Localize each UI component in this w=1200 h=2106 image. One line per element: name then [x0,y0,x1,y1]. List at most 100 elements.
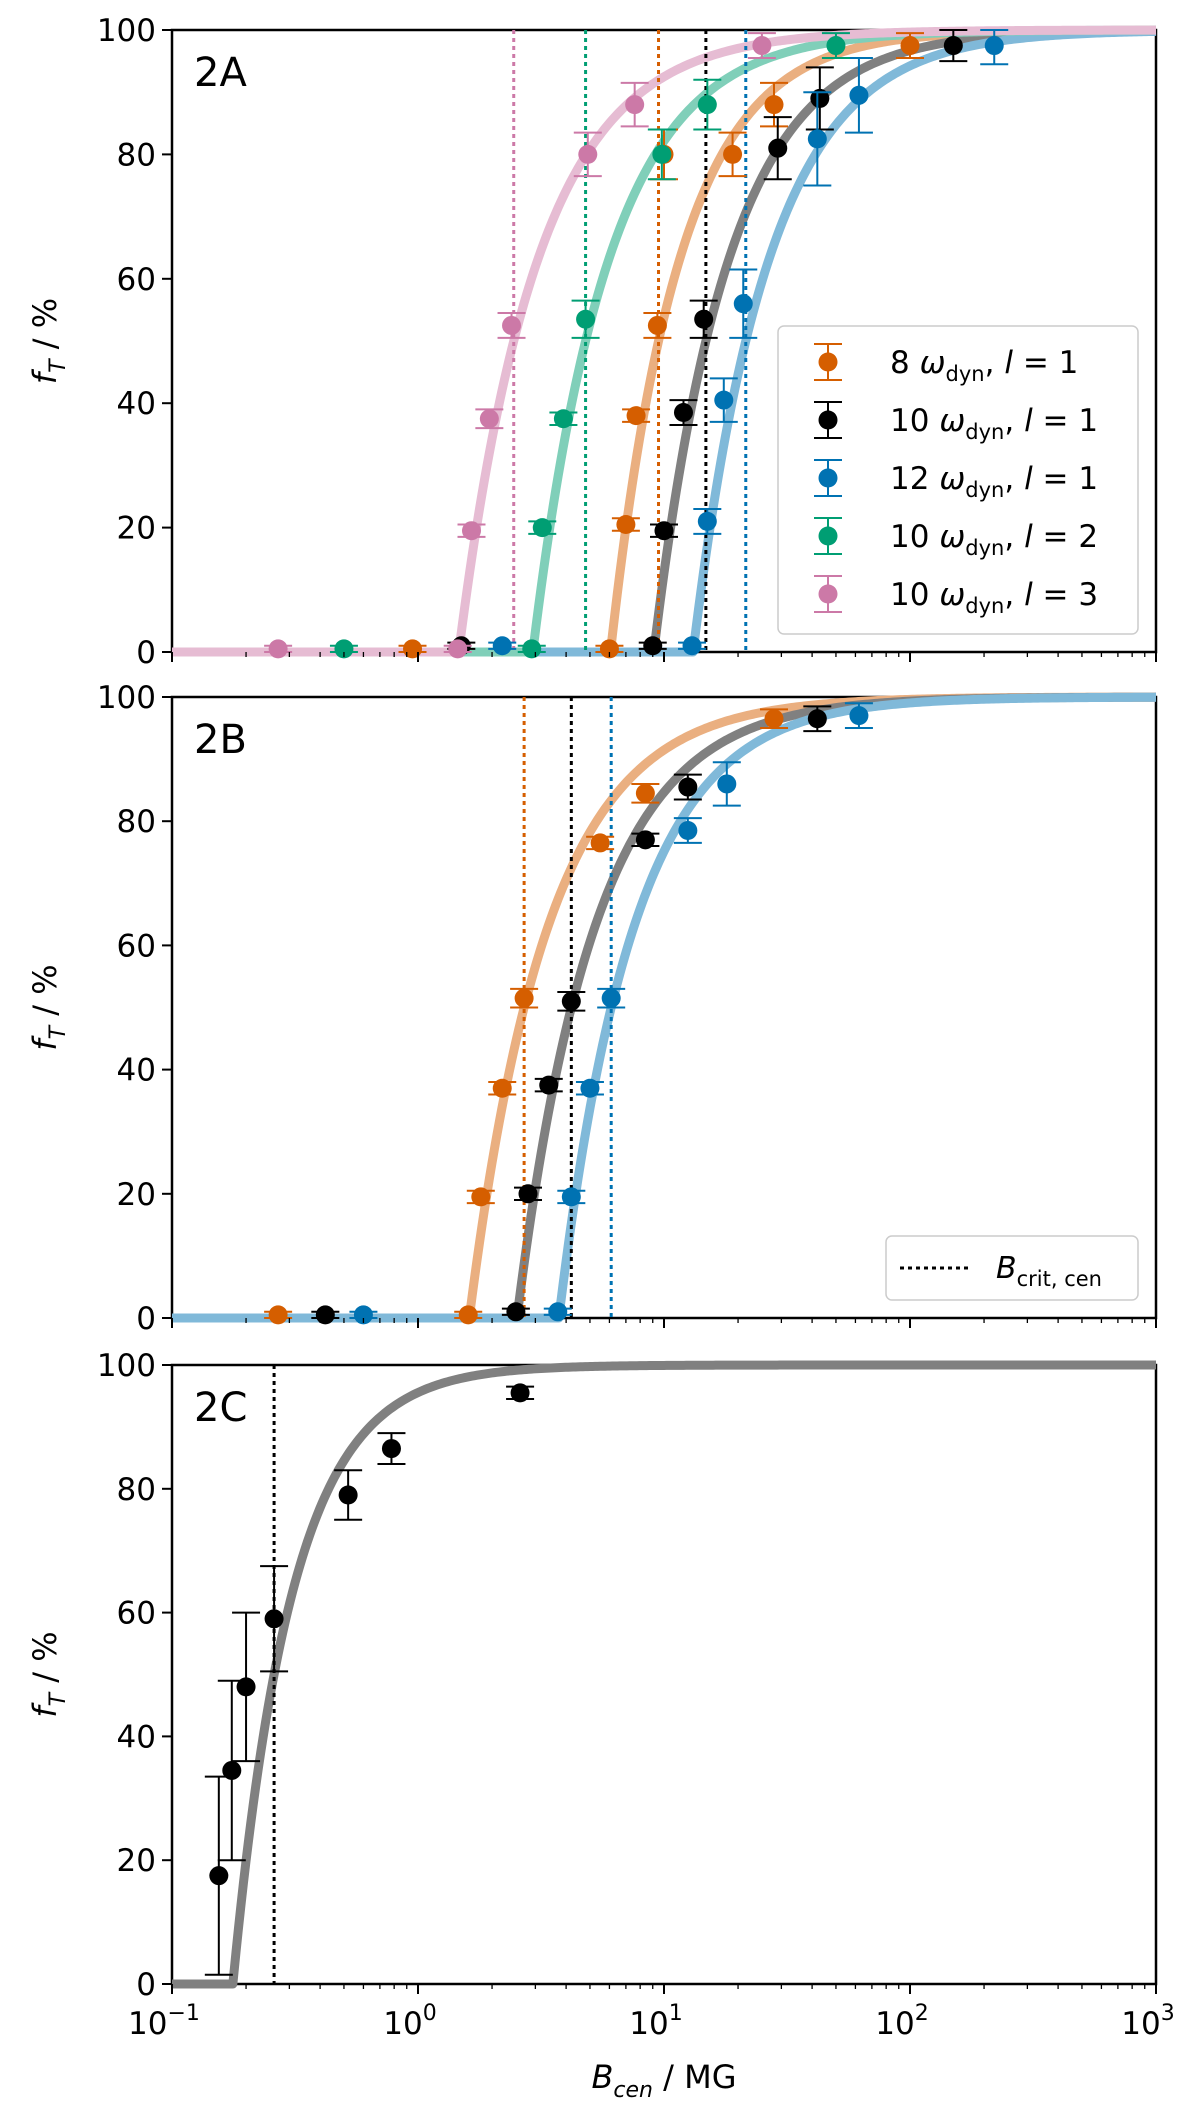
legend-label: 10 ωdyn, l = 3 [890,577,1098,618]
marker [561,1187,581,1207]
x-tick-label: 103 [1121,2001,1174,2042]
x-tick-label: 102 [875,2001,928,2042]
y-tick-label: 80 [117,804,156,840]
y-tick-label: 60 [117,1596,156,1632]
panel-2c-label: 2C [194,1385,247,1431]
data-point [260,1565,289,1673]
data-point [457,521,486,541]
panel-2b-x-ticks [171,1318,1157,1328]
data-point [693,78,722,131]
legend-label-critical-field: Bcrit, cen [996,1251,1102,1291]
panel-2b-label: 2B [194,717,247,763]
panel-2c-y-ticks: 0 20 40 60 80 100 [97,1348,172,2003]
data-point [573,131,602,178]
marker [717,774,737,794]
data-point [443,639,472,659]
data-point [597,987,626,1009]
marker [643,636,663,656]
marker [635,830,655,850]
y-tick-label: 0 [136,1301,156,1337]
marker [576,309,596,329]
data-point [264,639,293,659]
data-point [712,761,741,807]
panel-2b: 0 20 40 60 80 100 2B fT / % Bcrit, cen [26,680,1159,1337]
marker [532,518,552,538]
data-point [650,521,678,541]
data-point [643,312,672,339]
marker [403,639,423,659]
data-point [709,377,738,423]
marker [381,1439,401,1459]
marker [471,1187,491,1207]
marker [334,639,354,659]
marker [807,129,827,149]
marker [209,1866,229,1886]
y-tick-label: 20 [117,1843,156,1879]
data-point [575,1078,604,1098]
marker [697,511,717,531]
data-point [844,56,873,134]
marker [849,706,869,726]
marker [673,403,693,423]
y-tick-label: 100 [97,680,156,716]
marker [652,144,672,164]
data-point [631,830,660,850]
marker [678,821,698,841]
marker [984,36,1004,56]
marker [236,1677,256,1697]
marker [943,36,963,56]
legend-marker [818,352,838,372]
y-tick-label: 80 [117,137,156,173]
y-tick-label: 0 [136,1967,156,2003]
data-point [488,1078,517,1098]
marker [506,1302,526,1322]
data-point [803,705,832,733]
marker [518,1184,538,1204]
marker [678,777,698,797]
panel-2c-y-axis-label: fT / % [26,1631,71,1717]
marker [764,709,784,729]
panel-2a-x-ticks [171,652,1157,662]
data-point [669,399,698,426]
marker [601,988,621,1008]
legend-label: 10 ωdyn, l = 2 [890,519,1098,560]
marker [561,991,581,1011]
panel-2b-y-axis-label: fT / % [26,964,71,1050]
legend-frame [777,325,1139,635]
data-point [534,1075,563,1095]
data-point [763,116,792,181]
data-point [747,32,776,59]
marker [548,1302,568,1322]
data-point [718,131,747,178]
marker [492,636,512,656]
panel-2c-fit-curves [169,1360,1159,1989]
legend-frame [885,1235,1139,1301]
marker [714,390,734,410]
legend-label: 12 ωdyn, l = 1 [890,461,1098,502]
marker [458,1305,478,1325]
marker [502,315,522,335]
marker [590,833,610,853]
data-point [896,32,924,59]
legend-marker [818,468,838,488]
y-tick-label: 60 [117,928,156,964]
data-point [620,81,649,128]
panel-2c: 0 20 40 60 80 100 10−1 100 101 102 103 2C fT / % [26,1348,1175,2042]
legend-entry: 10 ωdyn, l = 2 [814,517,1098,560]
panel-2c-axes-frame [170,1363,1158,1986]
marker [768,138,788,158]
legend-entry: 8 ωdyn, l = 1 [814,343,1078,386]
data-point [622,406,651,426]
data-point [204,1775,233,1976]
data-point [803,91,832,187]
marker [479,409,499,429]
data-point [760,81,789,128]
marker [539,1075,559,1095]
data-point [693,507,722,535]
panel-2b-fit-curves [169,692,1159,1323]
y-tick-label: 100 [97,1348,156,1384]
data-point [673,817,702,844]
data-point [805,66,834,131]
marker [733,294,753,314]
data-point [517,639,546,659]
